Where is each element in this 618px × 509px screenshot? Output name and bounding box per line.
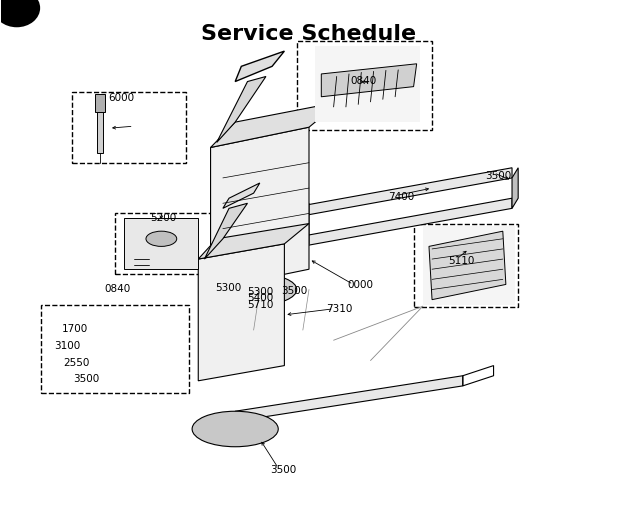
Text: 5110: 5110 [449, 256, 475, 266]
Text: 3500: 3500 [486, 171, 512, 181]
Polygon shape [260, 168, 512, 224]
Text: 0000: 0000 [347, 280, 373, 290]
Polygon shape [235, 52, 284, 82]
Polygon shape [315, 47, 420, 123]
Polygon shape [97, 113, 103, 153]
Circle shape [0, 0, 40, 28]
Text: 5710: 5710 [247, 299, 274, 309]
Ellipse shape [146, 232, 177, 247]
Polygon shape [321, 65, 417, 98]
Text: 7400: 7400 [387, 191, 414, 201]
Polygon shape [124, 219, 198, 270]
Polygon shape [260, 199, 512, 254]
Text: 3100: 3100 [54, 340, 80, 350]
Polygon shape [217, 77, 266, 143]
Ellipse shape [223, 275, 297, 305]
Polygon shape [429, 232, 506, 300]
Text: 5200: 5200 [150, 213, 177, 222]
Text: 3500: 3500 [270, 464, 297, 473]
Ellipse shape [192, 411, 278, 447]
Text: 0840: 0840 [104, 284, 130, 293]
Polygon shape [235, 376, 463, 421]
Text: 1700: 1700 [62, 323, 88, 333]
Text: 5300: 5300 [215, 282, 241, 292]
Text: 3500: 3500 [281, 285, 308, 295]
Text: 0840: 0840 [351, 76, 377, 86]
Text: 5300: 5300 [247, 286, 274, 296]
Polygon shape [260, 204, 309, 254]
Polygon shape [198, 224, 309, 260]
Polygon shape [512, 168, 518, 209]
Polygon shape [211, 128, 309, 290]
Polygon shape [423, 227, 515, 305]
Polygon shape [198, 244, 284, 381]
Text: 6000: 6000 [108, 93, 134, 102]
Polygon shape [205, 204, 247, 260]
Polygon shape [223, 184, 260, 209]
Polygon shape [211, 103, 340, 148]
Polygon shape [95, 95, 104, 113]
Text: Service Schedule: Service Schedule [201, 24, 417, 44]
Text: 3500: 3500 [73, 373, 99, 383]
Text: 2550: 2550 [63, 357, 89, 367]
Text: 7310: 7310 [326, 304, 352, 314]
Text: 5400: 5400 [247, 293, 274, 302]
